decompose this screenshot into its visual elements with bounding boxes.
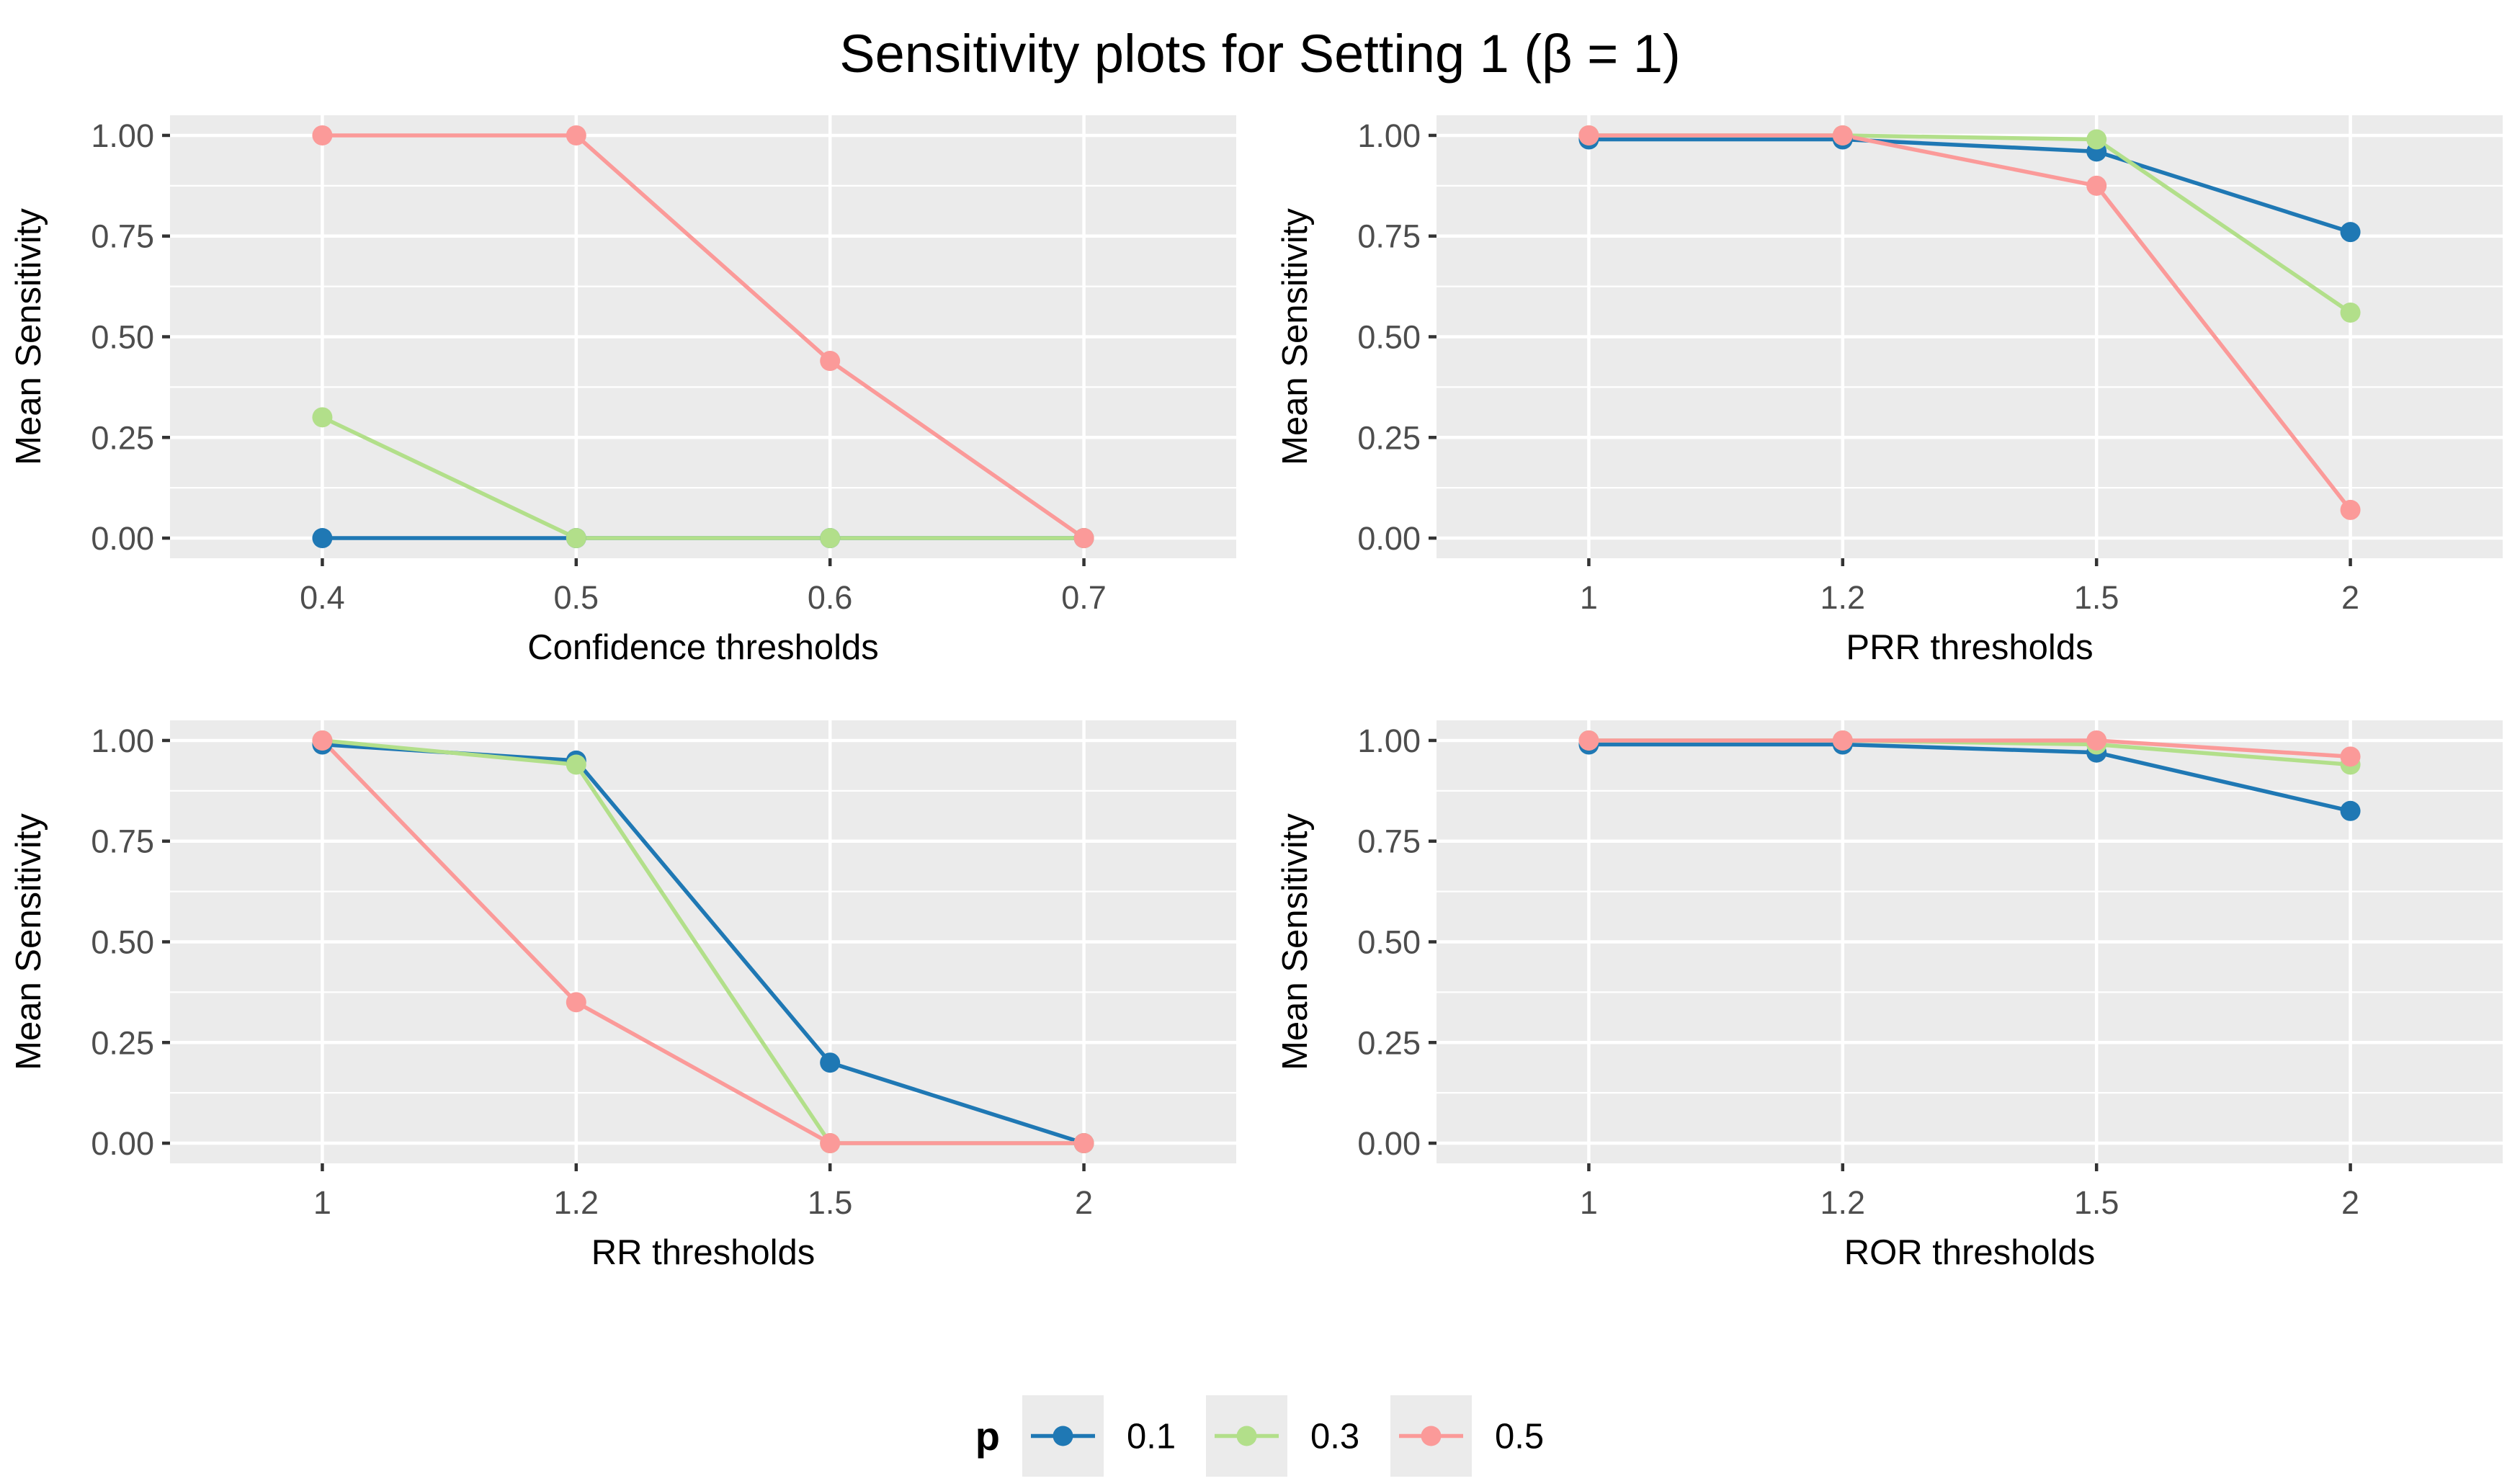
legend: p 0.1 0.3 0.5 — [975, 1395, 1544, 1477]
panel-3: 0.00 0.25 0.50 0.75 1.00 1 1.2 1.5 2 RR threshold… — [9, 720, 1236, 1272]
panels: 0.00 0.25 0.50 0.75 1.00 0.4 0.5 0.6 0.7 Confiden… — [9, 115, 2503, 1272]
series-line-p-0.5 — [1589, 738, 2351, 759]
legend-key-point — [1053, 1426, 1073, 1446]
x-tick-label: 2 — [1075, 1184, 1093, 1221]
legend-label: 0.3 — [1310, 1418, 1359, 1457]
data-point-p-0.1 — [2340, 222, 2361, 243]
panel-2: 0.00 0.25 0.50 0.75 1.00 1 1.2 1.5 2 PRR threshol… — [1276, 115, 2503, 667]
x-tick-label: 1.2 — [554, 1184, 599, 1221]
series-line-p-0.5 — [322, 133, 1086, 540]
x-tick-label: 1.5 — [2074, 1184, 2119, 1221]
data-point-p-0.5 — [1578, 125, 1599, 146]
y-axis-title: Mean Sensitivity — [1276, 813, 1315, 1070]
y-tick-label: 1.00 — [91, 722, 154, 759]
x-tick-label: 1.5 — [808, 1184, 853, 1221]
data-point-p-0.5 — [2086, 175, 2107, 196]
y-tick-label: 0.75 — [1357, 218, 1421, 255]
x-tick-label: 1.2 — [1820, 1184, 1866, 1221]
panel-4: 0.00 0.25 0.50 0.75 1.00 1 1.2 1.5 2 ROR threshol… — [1276, 720, 2503, 1272]
x-tick-label: 1 — [1580, 1184, 1598, 1221]
data-point-p-0.1 — [312, 528, 333, 549]
legend-title: p — [975, 1413, 1000, 1459]
y-tick-label: 0.50 — [91, 924, 154, 961]
x-tick-label: 0.4 — [300, 579, 345, 616]
legend-key-point — [1421, 1426, 1442, 1446]
legend-entry-0.1: 0.1 — [1022, 1395, 1176, 1477]
data-point-p-0.5 — [1832, 730, 1853, 751]
x-axis-title: PRR thresholds — [1846, 628, 2093, 667]
y-tick-label: 0.50 — [1357, 319, 1421, 356]
y-tick-label: 0.75 — [1357, 823, 1421, 860]
data-point-p-0.5 — [2340, 746, 2361, 767]
x-tick-label: 0.7 — [1061, 579, 1107, 616]
y-tick-label: 0.25 — [91, 1024, 154, 1061]
x-tick-label: 1 — [313, 1184, 331, 1221]
x-tick-label: 1.2 — [1820, 579, 1866, 616]
data-point-p-0.3 — [566, 528, 586, 549]
y-tick-label: 0.25 — [1357, 1024, 1421, 1061]
y-axis-title: Mean Sensitivity — [1276, 208, 1315, 465]
y-axis-title: Mean Sensitivity — [9, 813, 48, 1070]
y-tick-label: 1.00 — [1357, 117, 1421, 154]
y-tick-label: 0.75 — [91, 823, 154, 860]
data-point-p-0.5 — [820, 1133, 841, 1154]
legend-entry-0.5: 0.5 — [1390, 1395, 1544, 1477]
series-line-p-0.1 — [1589, 742, 2351, 813]
data-point-p-0.5 — [2086, 730, 2107, 751]
y-tick-label: 0.50 — [91, 319, 154, 356]
x-axis-title: RR thresholds — [591, 1233, 815, 1272]
data-point-p-0.3 — [2340, 302, 2361, 323]
x-tick-label: 2 — [2341, 1184, 2359, 1221]
data-point-p-0.3 — [2086, 129, 2107, 150]
data-point-p-0.5 — [1073, 1133, 1094, 1154]
data-point-p-0.5 — [2340, 499, 2361, 520]
x-tick-label: 1.5 — [2074, 579, 2119, 616]
data-point-p-0.5 — [566, 992, 586, 1013]
y-tick-label: 0.50 — [1357, 924, 1421, 961]
y-tick-label: 0.00 — [91, 1125, 154, 1162]
data-point-p-0.5 — [566, 125, 586, 146]
data-point-p-0.5 — [1578, 730, 1599, 751]
series-line-p-0.1 — [1589, 137, 2351, 234]
data-point-p-0.1 — [2340, 800, 2361, 821]
data-point-p-0.5 — [820, 351, 841, 372]
y-tick-label: 0.25 — [91, 419, 154, 456]
legend-key-point — [1236, 1426, 1257, 1446]
panel-1: 0.00 0.25 0.50 0.75 1.00 0.4 0.5 0.6 0.7 Confiden… — [9, 115, 1236, 667]
y-tick-label: 0.25 — [1357, 419, 1421, 456]
x-axis-title: Confidence thresholds — [527, 628, 879, 667]
x-tick-label: 0.5 — [554, 579, 599, 616]
y-tick-label: 1.00 — [91, 117, 154, 154]
data-point-p-0.5 — [312, 730, 333, 751]
y-tick-label: 0.00 — [91, 520, 154, 557]
data-point-p-0.3 — [566, 754, 586, 775]
series-line-p-0.5 — [1589, 133, 2352, 511]
x-tick-label: 2 — [2341, 579, 2359, 616]
y-tick-label: 0.75 — [91, 218, 154, 255]
x-tick-label: 0.6 — [808, 579, 853, 616]
legend-label: 0.1 — [1127, 1418, 1176, 1457]
y-tick-label: 1.00 — [1357, 722, 1421, 759]
series-line-p-0.3 — [321, 415, 1084, 540]
y-tick-label: 0.00 — [1357, 1125, 1421, 1162]
legend-label: 0.5 — [1495, 1418, 1544, 1457]
data-point-p-0.3 — [820, 528, 841, 549]
y-tick-label: 0.00 — [1357, 520, 1421, 557]
x-tick-label: 1 — [1580, 579, 1598, 616]
data-point-p-0.5 — [1832, 125, 1853, 146]
data-point-p-0.5 — [1073, 528, 1094, 549]
figure-title: Sensitivity plots for Setting 1 (β = 1) — [839, 24, 1680, 84]
data-point-p-0.3 — [312, 407, 333, 428]
x-axis-title: ROR thresholds — [1844, 1233, 2096, 1272]
data-point-p-0.5 — [312, 125, 333, 146]
series-line-p-0.5 — [321, 739, 1084, 1145]
legend-entry-0.3: 0.3 — [1206, 1395, 1359, 1477]
data-point-p-0.1 — [820, 1052, 841, 1073]
y-axis-title: Mean Sensitivity — [9, 208, 48, 465]
